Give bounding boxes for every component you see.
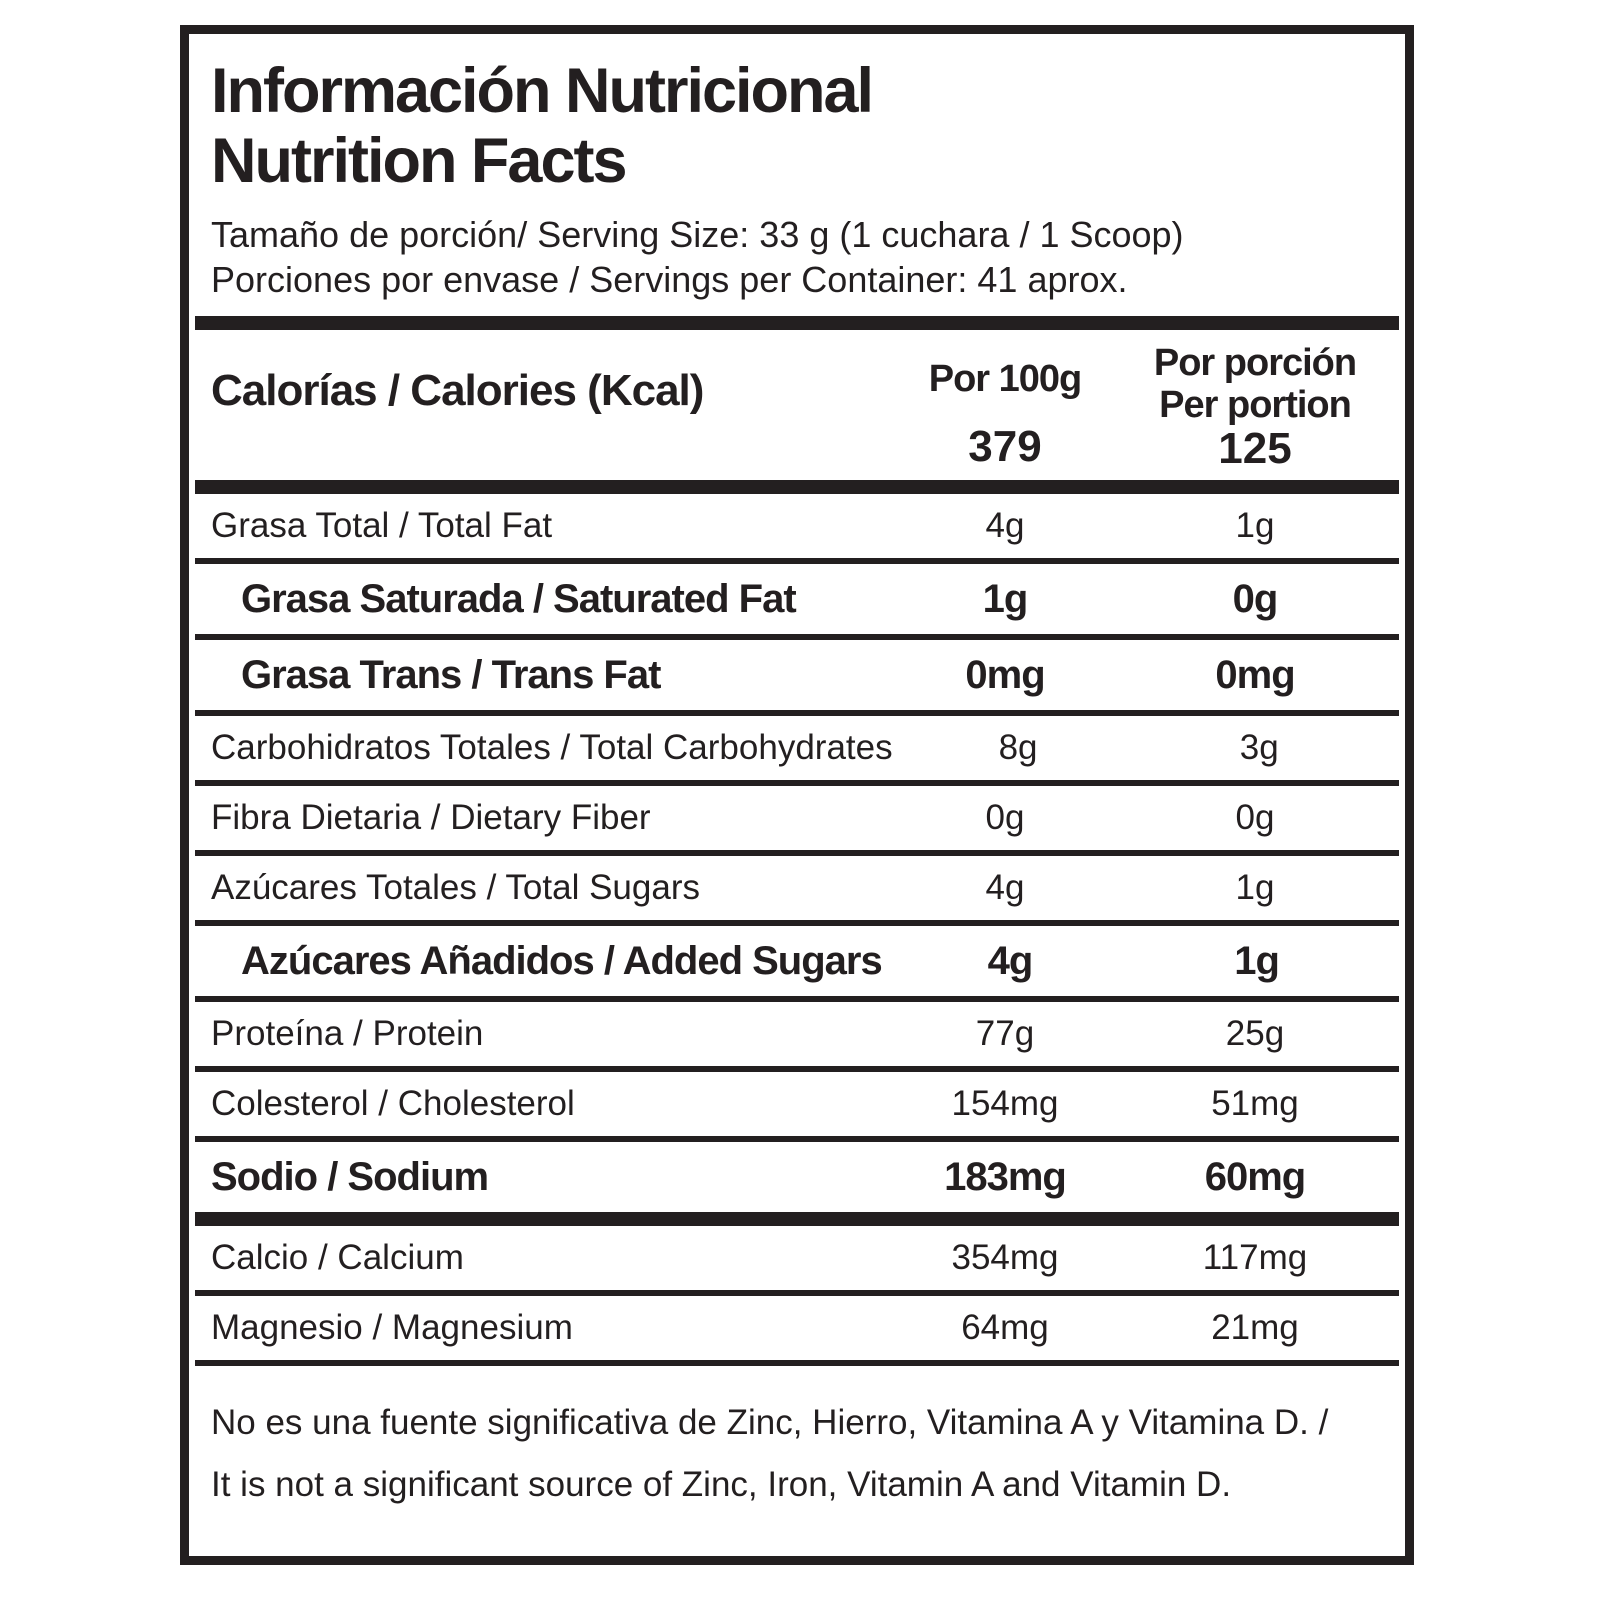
row-value-per-100g: 64mg [961,1308,1049,1347]
table-row-saturated-fat: Grasa Saturada / Saturated Fat 1g 0g [195,564,1399,640]
row-label: Azúcares Totales / Total Sugars [211,868,700,907]
label-title: Información Nutricional Nutrition Facts [211,56,1383,196]
title-english: Nutrition Facts [211,126,628,196]
table-row-calcium: Calcio / Calcium 354mg 117mg [195,1226,1399,1296]
per-100g-header: Por 100g [928,358,1083,400]
row-label: Grasa Total / Total Fat [211,506,553,545]
calories-per-100g-value: 379 [968,422,1042,471]
row-value-per-portion: 0g [1235,798,1275,837]
serving-info: Tamaño de porción/ Serving Size: 33 g (1… [211,212,1383,302]
row-value-per-portion: 3g [1239,728,1279,767]
row-value-per-portion: 1g [1234,938,1280,983]
row-value-per-100g: 77g [975,1014,1035,1053]
footnote-english: It is not a significant source of Zinc, … [211,1465,1232,1504]
row-value-per-100g: 4g [985,868,1025,907]
calories-per-portion-value: 125 [1218,424,1292,473]
row-value-per-100g: 1g [982,576,1029,621]
column-per-portion: Por porción Per portion 125 [1135,342,1375,473]
row-label: Carbohidratos Totales / Total Carbohydra… [211,728,893,767]
table-row-total-carbohydrates: Carbohidratos Totales / Total Carbohydra… [195,716,1399,786]
per-portion-header-english: Per portion [1159,384,1352,426]
row-value-per-portion: 0g [1232,576,1279,621]
table-row-total-fat: Grasa Total / Total Fat 4g 1g [195,494,1399,564]
row-label: Calcio / Calcium [211,1238,464,1277]
row-label: Proteína / Protein [211,1014,484,1053]
per-portion-header: Por porción Per portion [1135,342,1375,426]
column-per-100g: Por 100g 379 [875,342,1135,470]
row-value-per-100g: 154mg [951,1084,1059,1123]
row-value-per-portion: 0mg [1215,652,1295,697]
row-value-per-100g: 4g [985,506,1025,545]
footnote: No es una fuente significativa de Zinc, … [195,1366,1399,1516]
row-label: Sodio / Sodium [211,1154,489,1199]
row-value-per-portion: 1g [1235,868,1275,907]
row-value-per-portion: 21mg [1211,1308,1299,1347]
row-value-per-100g: 0g [985,798,1025,837]
table-row-cholesterol: Colesterol / Cholesterol 154mg 51mg [195,1072,1399,1142]
row-label: Grasa Trans / Trans Fat [241,652,661,697]
row-value-per-portion: 25g [1225,1014,1285,1053]
title-spanish: Información Nutricional [211,56,874,126]
table-row-sodium: Sodio / Sodium 183mg 60mg [195,1142,1399,1226]
nutrition-facts-label: Información Nutricional Nutrition Facts … [180,25,1414,1565]
row-value-per-portion: 51mg [1211,1084,1299,1123]
row-value-per-portion: 1g [1235,506,1275,545]
row-value-per-portion: 117mg [1202,1238,1308,1277]
row-value-per-100g: 354mg [951,1238,1059,1277]
row-label: Magnesio / Magnesium [211,1308,573,1347]
row-value-per-100g: 8g [998,728,1038,767]
row-label: Colesterol / Cholesterol [211,1084,575,1123]
table-row-added-sugars: Azúcares Añadidos / Added Sugars 4g 1g [195,926,1399,1002]
row-value-per-100g: 183mg [944,1154,1067,1199]
calories-header-section: Calorías / Calories (Kcal) Por 100g 379 … [195,330,1399,480]
table-row-protein: Proteína / Protein 77g 25g [195,1002,1399,1072]
row-label: Fibra Dietaria / Dietary Fiber [211,798,651,837]
separator-thick-bar [195,316,1399,330]
footnote-spanish: No es una fuente significativa de Zinc, … [211,1403,1329,1442]
separator-thick-bar [195,480,1399,494]
table-row-trans-fat: Grasa Trans / Trans Fat 0mg 0mg [195,640,1399,716]
serving-size-text: Tamaño de porción/ Serving Size: 33 g (1… [211,214,1184,255]
row-value-per-100g: 4g [987,938,1034,983]
table-row-dietary-fiber: Fibra Dietaria / Dietary Fiber 0g 0g [195,786,1399,856]
calories-label: Calorías / Calories (Kcal) [211,366,704,415]
row-value-per-100g: 0mg [965,652,1045,697]
row-value-per-portion: 60mg [1204,1154,1307,1199]
table-row-total-sugars: Azúcares Totales / Total Sugars 4g 1g [195,856,1399,926]
table-row-magnesium: Magnesio / Magnesium 64mg 21mg [195,1296,1399,1366]
row-label: Azúcares Añadidos / Added Sugars [241,938,883,983]
servings-per-container-text: Porciones por envase / Servings per Cont… [211,259,1128,300]
row-label: Grasa Saturada / Saturated Fat [241,576,797,621]
per-portion-header-spanish: Por porción [1153,342,1357,384]
